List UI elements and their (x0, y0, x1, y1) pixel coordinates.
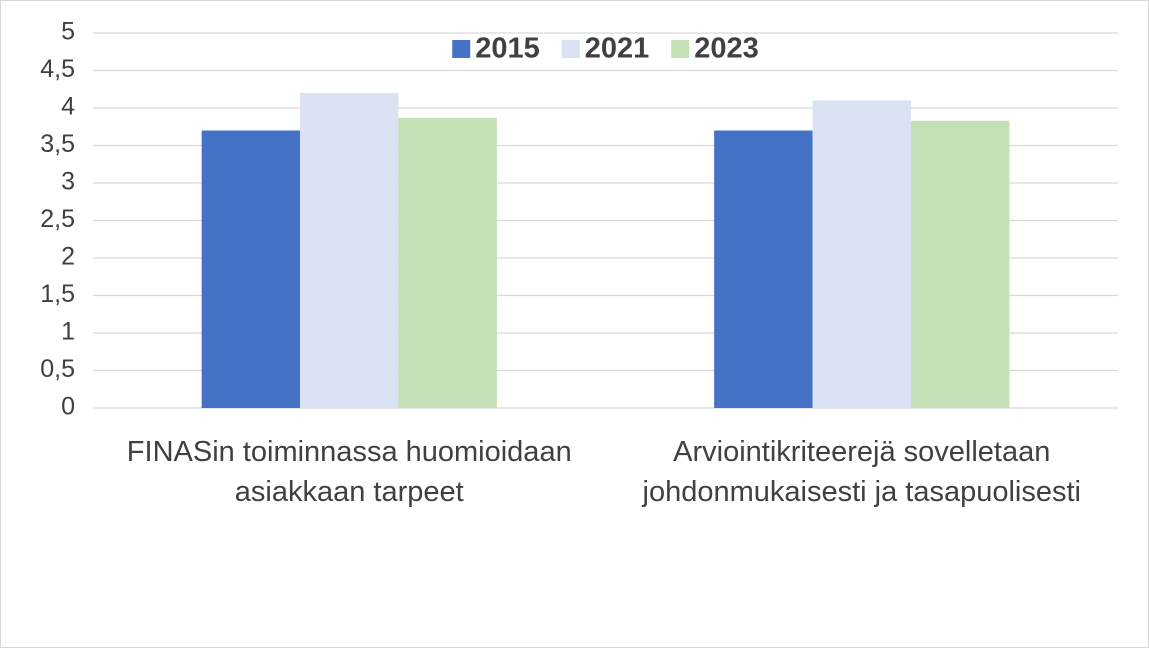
y-tick-label: 1 (61, 318, 75, 346)
legend-swatch (452, 40, 471, 58)
y-tick-label: 4 (61, 93, 75, 121)
bar (910, 120, 1010, 408)
y-tick-label: 0 (61, 393, 75, 421)
x-tick-label: FINASin toiminnassa huomioidaan asiakkaa… (126, 436, 572, 508)
x-tick-label: Arviointikriteerejä sovelletaan johdonmu… (642, 436, 1081, 508)
legend-label: 2021 (585, 33, 650, 65)
legend-swatch (671, 40, 690, 58)
legend-label: 2023 (694, 33, 759, 65)
bar (398, 117, 497, 408)
y-tick-label: 4,5 (40, 55, 75, 83)
legend-swatch (561, 40, 580, 58)
y-tick-label: 2,5 (40, 205, 75, 233)
y-tick-label: 1,5 (40, 280, 75, 308)
bar (812, 100, 911, 408)
y-tick-label: 3 (61, 168, 75, 196)
bar (300, 93, 399, 408)
y-tick-label: 2 (61, 243, 75, 271)
y-tick-label: 3,5 (40, 130, 75, 158)
legend-label: 2015 (475, 33, 540, 65)
bar (201, 130, 301, 408)
y-tick-label: 0,5 (40, 355, 75, 383)
bar (714, 130, 813, 408)
y-tick-label: 5 (61, 18, 75, 46)
